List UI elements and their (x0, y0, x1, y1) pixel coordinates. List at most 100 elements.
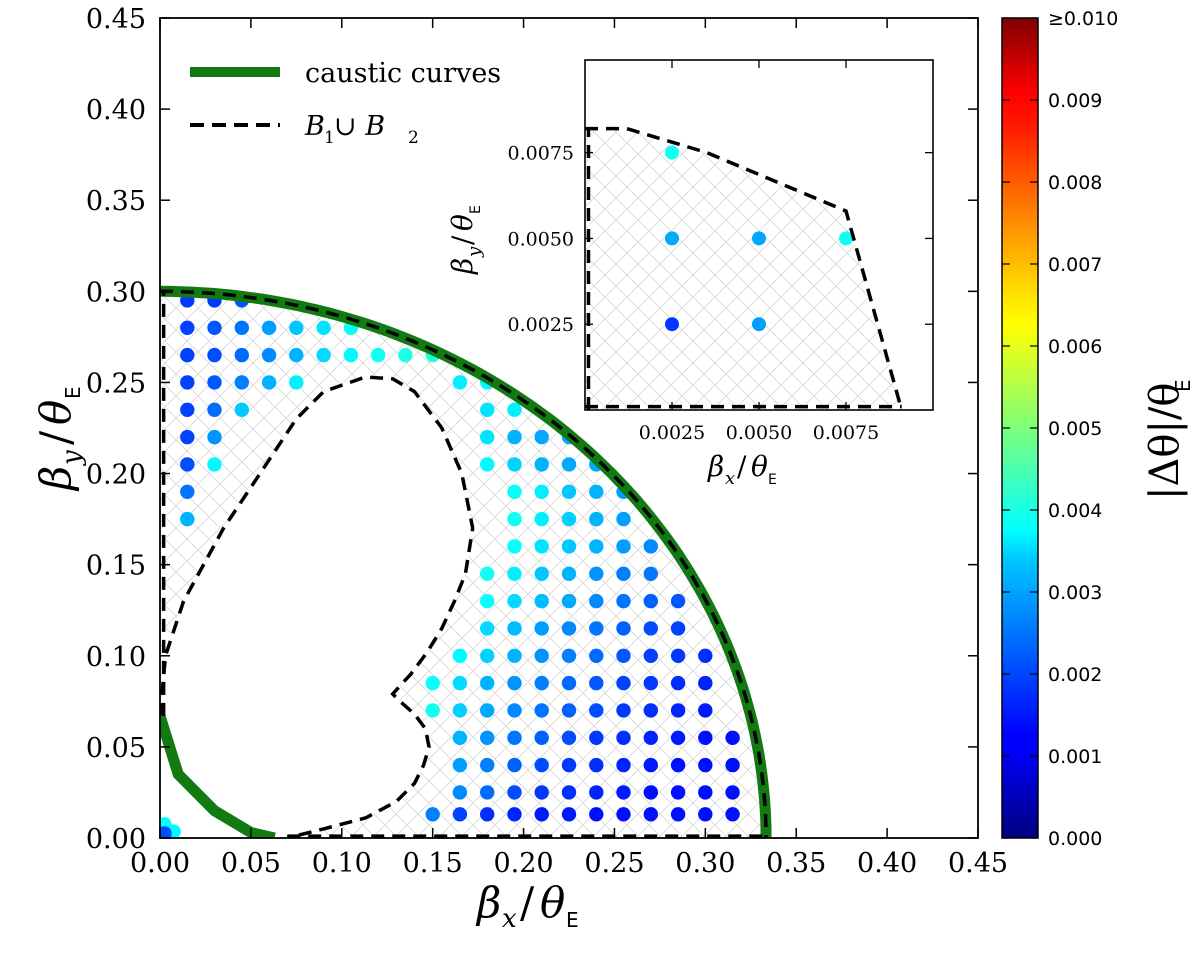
y-label-beta: β (31, 466, 80, 492)
y-axis-label: β y / θ E (31, 386, 87, 492)
data-point-90 (561, 648, 577, 663)
boundary-inner-curve (160, 375, 475, 838)
data-point-155 (534, 807, 549, 822)
y-label-theta-sub: E (61, 386, 85, 399)
x-tick-label: 0.10 (312, 848, 372, 879)
colorbar-tick-label: 0.001 (1048, 746, 1102, 768)
x-tick-label: 0.40 (857, 848, 917, 879)
data-point-165 (160, 826, 172, 838)
data-point-100 (534, 675, 549, 691)
data-point-126 (670, 730, 686, 745)
data-point-134 (589, 757, 604, 773)
inset-x-slash: / (737, 450, 747, 483)
y-tick-label: 0.35 (86, 186, 146, 217)
data-point-135 (616, 757, 631, 773)
data-point-21 (207, 375, 222, 390)
data-point-88 (507, 648, 522, 663)
data-point-32 (180, 429, 195, 445)
data-point-78 (480, 621, 495, 636)
data-point-72 (534, 593, 549, 609)
data-point-161 (698, 807, 713, 822)
data-point-127 (698, 730, 713, 745)
data-point-33 (207, 429, 222, 445)
data-point-31 (507, 402, 522, 417)
data-point-59 (561, 539, 577, 554)
inset-y-slash: / (446, 235, 479, 245)
data-point-91 (589, 648, 604, 663)
data-point-133 (561, 757, 577, 773)
y-label-sub: y (57, 450, 87, 466)
data-point-143 (534, 785, 549, 800)
data-point-83 (616, 621, 631, 636)
data-point-145 (589, 785, 604, 800)
data-point-84 (643, 621, 658, 636)
data-point-4 (207, 320, 222, 335)
data-point-54 (561, 511, 577, 527)
data-point-58 (534, 539, 549, 554)
inset-curves (585, 126, 904, 410)
legend-b1-sub: 1 (324, 128, 335, 148)
x-tick-label: 0.15 (403, 848, 463, 879)
data-point-116 (670, 703, 686, 718)
data-point-13 (261, 347, 277, 363)
data-point-12 (234, 347, 249, 363)
inset-x-theta: θ (751, 450, 768, 483)
x-label-beta: β (475, 878, 501, 927)
data-point-102 (589, 675, 604, 691)
inset-y-beta: β (446, 258, 479, 275)
data-point-49 (589, 484, 604, 499)
data-point-46 (507, 484, 522, 499)
data-point-30 (480, 402, 495, 417)
colorbar-tick-label: 0.000 (1048, 828, 1102, 850)
data-point-75 (616, 593, 631, 609)
data-point-125 (643, 730, 658, 745)
data-point-97 (452, 675, 468, 691)
data-point-56 (616, 511, 631, 527)
data-point-52 (507, 511, 522, 527)
data-point-122 (561, 730, 577, 745)
data-point-60 (589, 539, 604, 554)
data-point-43 (561, 457, 577, 472)
data-point-156 (561, 807, 577, 822)
data-point-148 (670, 785, 686, 800)
y-tick-label: 0.05 (86, 733, 146, 764)
data-point-157 (589, 807, 604, 822)
data-point-34 (480, 429, 495, 445)
y-tick-label: 0.15 (86, 551, 146, 582)
data-point-153 (480, 807, 495, 822)
inset-y-theta-sub: E (468, 205, 484, 214)
data-point-150 (725, 785, 740, 800)
x-tick-label: 0.35 (766, 848, 826, 879)
inset-hatched-region (585, 128, 902, 410)
data-point-41 (507, 457, 522, 472)
data-point-106 (698, 675, 713, 691)
x-label-theta-sub: E (566, 908, 579, 932)
data-point-111 (534, 703, 549, 718)
data-point-74 (589, 593, 604, 609)
data-point-119 (480, 730, 495, 745)
data-point-103 (616, 675, 631, 691)
y-tick-label: 0.40 (86, 95, 146, 126)
inset-data-point-2 (752, 231, 766, 246)
y-label-slash: / (31, 430, 80, 445)
x-tick-label: 0.05 (221, 848, 281, 879)
data-point-152 (452, 807, 468, 822)
data-point-136 (643, 757, 658, 773)
colorbar-tick-label: 0.003 (1048, 582, 1102, 604)
x-label-slash: / (520, 878, 535, 927)
inset-y-theta: θ (446, 214, 479, 231)
inset-x-label: β x / θ E (707, 450, 777, 489)
colorbar-label-sub: E (1171, 379, 1195, 392)
data-point-48 (561, 484, 577, 499)
x-tick-label: 0.25 (584, 848, 644, 879)
data-point-15 (316, 347, 331, 363)
data-point-94 (670, 648, 686, 663)
colorbar-tick-label: 0.005 (1048, 418, 1102, 440)
data-point-137 (670, 757, 686, 773)
hatch-fill (160, 291, 766, 838)
x-axis-label: β x / θ E (475, 878, 579, 934)
data-point-28 (207, 402, 222, 417)
colorbar-ticks: 0.000 0.001 0.002 0.003 0.004 0.005 0.006 0.007… (1002, 8, 1118, 850)
data-point-81 (561, 621, 577, 636)
colorbar-label-text: |Δθ|/θ (1142, 383, 1188, 500)
